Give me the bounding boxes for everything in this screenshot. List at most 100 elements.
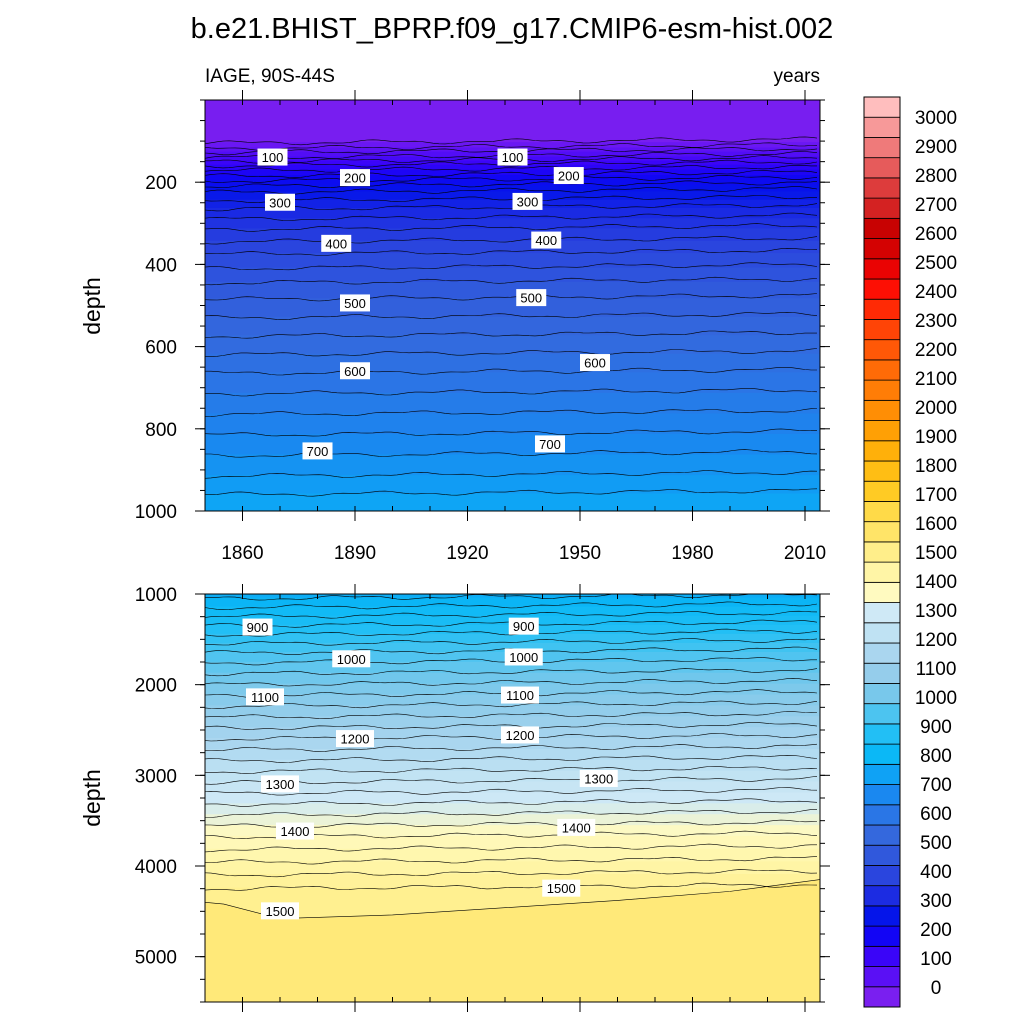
- y-tick-label: 5000: [135, 948, 177, 969]
- contour-line: [205, 388, 818, 397]
- colorbar-box: [863, 278, 901, 300]
- svg-text:900: 900: [513, 619, 535, 634]
- contour-line-1500: [205, 879, 820, 919]
- figure-title: b.e21.BHIST_BPRP.f09_g17.CMIP6-esm-hist.…: [191, 13, 834, 45]
- contour-band: [205, 179, 820, 188]
- colorbar-box: [863, 703, 901, 725]
- colorbar-label: 1100: [916, 659, 957, 680]
- contour-label: 1500: [261, 902, 299, 920]
- svg-text:1100: 1100: [251, 690, 279, 705]
- contour-line: [205, 186, 818, 195]
- contour-line: [205, 754, 818, 764]
- contour-label: 600: [340, 362, 370, 380]
- colorbar-box: [863, 622, 901, 644]
- contour-band: [205, 633, 820, 645]
- contour-band: [205, 228, 820, 243]
- contour-line: [205, 766, 818, 774]
- contour-band: [205, 169, 820, 178]
- upper-contour-panel: 100 100 200 200 300 300 400 400 500 500 600 600 700 7…: [135, 90, 830, 564]
- colorbar-box: [863, 683, 901, 705]
- lower-contour-panel: 900 900 1000 1000 1100 1100 1200 1200 1300 1300 14…: [135, 584, 830, 1012]
- colorbar-box: [863, 804, 901, 826]
- svg-text:300: 300: [517, 194, 539, 209]
- colorbar-box: [863, 480, 901, 502]
- contour-band: [205, 335, 820, 356]
- contour-line: [205, 488, 818, 497]
- colorbar-box: [863, 238, 901, 260]
- colorbar-label: 2400: [915, 282, 957, 303]
- contour-band: [205, 175, 820, 182]
- colorbar-box: [863, 986, 901, 1008]
- colorbar-label: 1700: [915, 485, 957, 506]
- contour-band: [205, 493, 820, 511]
- contour-band: [205, 433, 820, 457]
- contour-band: [205, 281, 820, 301]
- colorbar-box: [863, 561, 901, 583]
- contour-line: [205, 330, 818, 339]
- colorbar-label: 200: [920, 920, 952, 941]
- contour-label: 1200: [501, 726, 539, 744]
- contour-label: 1500: [542, 879, 581, 897]
- contour-label: 700: [302, 442, 333, 460]
- contour-band: [205, 792, 820, 806]
- colorbar-box: [863, 966, 901, 988]
- y-tick-label: 400: [145, 255, 177, 276]
- colorbar-box: [863, 885, 901, 907]
- colorbar: 0 100 200 300 400 500 600 700 800 900 1000 1100 1200…: [863, 96, 957, 1008]
- colorbar-label: 300: [920, 891, 952, 912]
- colorbar-label: 2200: [915, 340, 957, 361]
- contour-label: 1200: [336, 730, 374, 748]
- contour-band: [205, 781, 820, 795]
- svg-text:1000: 1000: [337, 652, 366, 667]
- svg-text:200: 200: [558, 169, 580, 184]
- svg-text:100: 100: [262, 150, 284, 165]
- svg-text:400: 400: [325, 236, 347, 251]
- svg-text:200: 200: [344, 171, 366, 186]
- colorbar-box: [863, 460, 901, 482]
- contour-label: 1400: [276, 822, 314, 840]
- svg-text:1000: 1000: [509, 650, 538, 665]
- contour-line: [205, 142, 818, 151]
- contour-label: 600: [580, 354, 610, 372]
- colorbar-label: 1300: [915, 601, 957, 622]
- contour-band: [205, 164, 820, 172]
- contour-band: [205, 848, 820, 864]
- colorbar-box: [863, 379, 901, 401]
- contour-label: 1100: [501, 686, 539, 704]
- contour-band: [205, 207, 820, 221]
- colorbar-label: 2500: [915, 253, 957, 274]
- colorbar-label: 900: [920, 717, 952, 738]
- colorbar-label: 500: [920, 833, 952, 854]
- contour-band: [205, 240, 820, 256]
- y-tick-label: 2000: [135, 676, 177, 697]
- contour-label: 100: [497, 148, 528, 166]
- colorbar-box: [863, 217, 901, 239]
- x-tick-label: 2010: [784, 543, 826, 564]
- x-tick-label: 1860: [221, 543, 263, 564]
- contour-band: [205, 606, 820, 618]
- colorbar-label: 2800: [915, 166, 957, 187]
- colorbar-box: [863, 399, 901, 421]
- svg-text:400: 400: [535, 233, 557, 248]
- x-tick-label: 1950: [559, 543, 601, 564]
- contour-band: [205, 372, 820, 395]
- x-tick-label: 1980: [671, 543, 713, 564]
- colorbar-label: 1400: [915, 572, 957, 593]
- contour-band: [205, 770, 820, 784]
- y-tick-label: 4000: [135, 857, 177, 878]
- contour-band: [205, 597, 820, 609]
- y-tick-label: 800: [145, 420, 177, 441]
- svg-text:500: 500: [520, 291, 542, 306]
- contour-band: [205, 298, 820, 319]
- contour-line: [205, 293, 818, 302]
- contour-label: 400: [531, 231, 562, 249]
- contour-line: [205, 236, 818, 245]
- svg-text:700: 700: [307, 444, 329, 459]
- contour-line: [205, 165, 817, 173]
- contour-line: [205, 856, 818, 865]
- contour-line: [205, 276, 818, 286]
- contour-line: [205, 711, 818, 720]
- colorbar-box: [863, 763, 901, 785]
- colorbar-box: [863, 298, 901, 320]
